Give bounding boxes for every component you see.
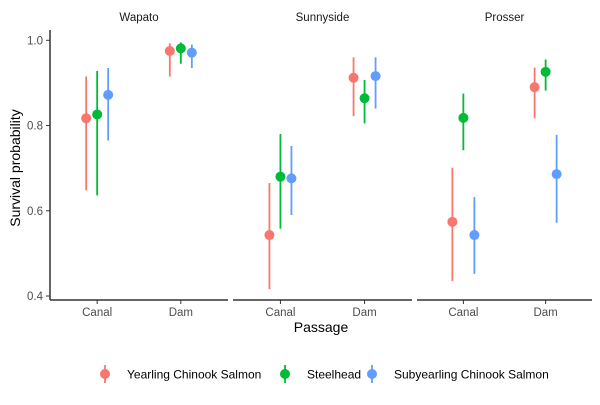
data-point — [186, 47, 197, 58]
x-axis-title: Passage — [294, 319, 349, 335]
legend-key-point — [367, 369, 377, 379]
legend-key-point — [100, 369, 110, 379]
panel-title: Sunnyside — [296, 12, 350, 24]
x-tick-label: Dam — [169, 307, 193, 319]
legend-label: Steelhead — [307, 368, 361, 382]
x-tick-label: Canal — [448, 307, 478, 319]
x-tick-label: Canal — [265, 307, 295, 319]
data-point — [529, 82, 540, 93]
data-point — [551, 169, 562, 180]
data-point — [164, 45, 175, 56]
data-point — [175, 43, 186, 54]
panel-title: Prosser — [485, 12, 525, 24]
y-tick-label: 0.6 — [27, 206, 43, 218]
data-point — [264, 230, 275, 241]
data-point — [275, 171, 286, 182]
data-point — [370, 71, 381, 82]
data-point — [92, 109, 103, 120]
legend-label: Subyearling Chinook Salmon — [394, 368, 549, 382]
data-point — [348, 72, 359, 83]
data-point — [447, 216, 458, 227]
y-tick-label: 0.8 — [27, 121, 43, 133]
data-point — [540, 66, 551, 77]
panel-title: Wapato — [119, 12, 158, 24]
x-tick-label: Dam — [352, 307, 376, 319]
legend-label: Yearling Chinook Salmon — [127, 368, 261, 382]
data-point — [103, 89, 114, 100]
legend-key-point — [280, 369, 290, 379]
data-point — [359, 93, 370, 104]
x-tick-label: Dam — [533, 307, 557, 319]
y-tick-label: 1.0 — [27, 35, 43, 47]
x-tick-label: Canal — [82, 307, 112, 319]
data-point — [458, 112, 469, 123]
y-tick-label: 0.4 — [27, 291, 44, 303]
data-point — [81, 113, 92, 124]
data-point — [286, 173, 297, 184]
data-point — [469, 230, 480, 241]
y-axis-title: Survival probability — [7, 109, 23, 227]
